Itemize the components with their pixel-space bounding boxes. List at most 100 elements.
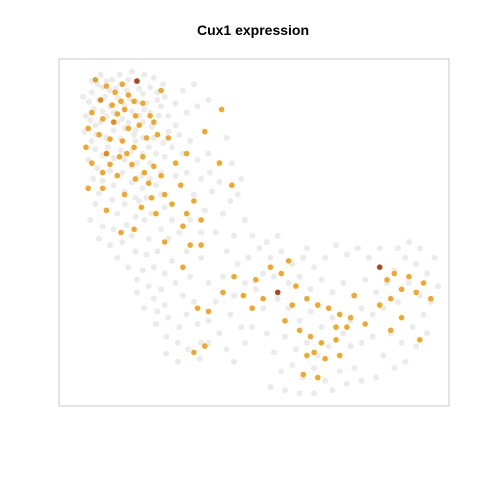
background-cell-point <box>311 365 317 371</box>
background-cell-point <box>227 312 233 318</box>
background-cell-point <box>402 255 408 261</box>
background-cell-point <box>144 252 150 258</box>
expressing-cell-point <box>109 102 115 108</box>
expressing-cell-point <box>131 227 137 233</box>
background-cell-point <box>431 255 437 261</box>
expressing-cell-point <box>173 160 179 166</box>
background-cell-point <box>205 151 211 157</box>
background-cell-point <box>165 129 171 135</box>
background-cell-point <box>424 271 430 277</box>
background-cell-point <box>195 321 201 327</box>
expressing-cell-point <box>322 356 328 362</box>
background-cell-point <box>163 334 169 340</box>
background-cell-point <box>156 113 162 119</box>
background-cell-point <box>165 113 171 119</box>
expressing-cell-point <box>96 132 102 138</box>
background-cell-point <box>163 351 169 357</box>
expressing-cell-point <box>337 312 343 318</box>
expressing-cell-point <box>85 186 91 192</box>
expressing-cell-point <box>231 274 237 280</box>
expressing-cell-point <box>286 258 292 264</box>
expressing-cell-point <box>260 296 266 302</box>
expressing-cell-point <box>151 164 157 170</box>
expressing-cell-point <box>421 280 427 286</box>
expressing-cell-point <box>191 198 197 204</box>
background-cell-point <box>158 286 164 292</box>
expressing-cell-point <box>308 334 314 340</box>
background-cell-point <box>213 230 219 236</box>
background-cell-point <box>173 122 179 128</box>
background-cell-point <box>318 324 324 330</box>
background-cell-point <box>406 280 412 286</box>
background-cell-point <box>96 236 102 242</box>
expressing-cell-point <box>107 162 113 168</box>
expressing-cell-point <box>89 110 95 116</box>
background-cell-point <box>207 170 213 176</box>
expressing-cell-point <box>166 135 172 141</box>
background-cell-point <box>238 176 244 182</box>
expressing-cell-point <box>219 107 225 113</box>
expressing-cell-point <box>399 315 405 321</box>
background-cell-point <box>231 293 237 299</box>
expressing-cell-point <box>93 77 99 83</box>
background-cell-point <box>195 103 201 109</box>
expressing-cell-point <box>377 302 383 308</box>
background-cell-point <box>202 207 208 213</box>
background-cell-point <box>242 280 248 286</box>
expressing-cell-point <box>275 290 281 296</box>
expressing-cell-point <box>131 145 137 151</box>
expressing-cell-point <box>140 154 146 160</box>
background-cell-point <box>413 261 419 267</box>
background-cell-point <box>180 88 186 94</box>
expressing-cell-point <box>392 271 398 277</box>
expressing-cell-point <box>399 287 405 293</box>
background-cell-point <box>92 201 98 207</box>
expressing-cell-point <box>253 277 259 283</box>
expressing-cell-point <box>120 81 126 87</box>
background-cell-point <box>278 368 284 374</box>
expressing-cell-point <box>100 170 106 176</box>
expressing-cell-point <box>89 160 95 166</box>
background-cell-point <box>131 132 137 138</box>
expressing-cell-point <box>417 337 423 343</box>
background-cell-point <box>122 201 128 207</box>
expressing-cell-point <box>351 293 357 299</box>
background-cell-point <box>119 239 125 245</box>
background-cell-point <box>114 211 120 217</box>
background-cell-point <box>151 296 157 302</box>
background-cell-point <box>134 160 140 166</box>
background-cell-point <box>109 77 115 83</box>
background-cell-point <box>366 255 372 261</box>
background-cell-point <box>134 289 140 295</box>
background-cell-point <box>198 230 204 236</box>
background-cell-point <box>417 245 423 251</box>
expressing-cell-point <box>118 230 124 236</box>
expressing-cell-point <box>282 318 288 324</box>
background-cell-point <box>105 144 111 150</box>
expressing-cell-point <box>134 78 140 84</box>
background-cell-point <box>391 365 397 371</box>
background-cell-point <box>289 362 295 368</box>
background-cell-point <box>300 255 306 261</box>
background-cell-point <box>282 334 288 340</box>
background-cell-point <box>119 170 125 176</box>
background-cell-point <box>184 110 190 116</box>
background-cell-point <box>246 255 252 261</box>
expressing-cell-point <box>348 315 354 321</box>
background-cell-point <box>205 97 211 103</box>
background-cell-point <box>133 248 139 254</box>
background-cell-point <box>86 99 92 105</box>
expressing-cell-point <box>249 305 255 311</box>
background-cell-point <box>264 330 270 336</box>
background-cell-point <box>304 245 310 251</box>
background-cell-point <box>229 160 235 166</box>
background-cell-point <box>114 255 120 261</box>
expressing-cell-point <box>268 264 274 270</box>
background-cell-point <box>359 305 365 311</box>
background-cell-point <box>195 157 201 163</box>
expressing-cell-point <box>100 186 106 192</box>
background-cell-point <box>264 239 270 245</box>
background-cell-point <box>370 334 376 340</box>
background-cell-point <box>395 245 401 251</box>
background-cell-point <box>242 340 248 346</box>
